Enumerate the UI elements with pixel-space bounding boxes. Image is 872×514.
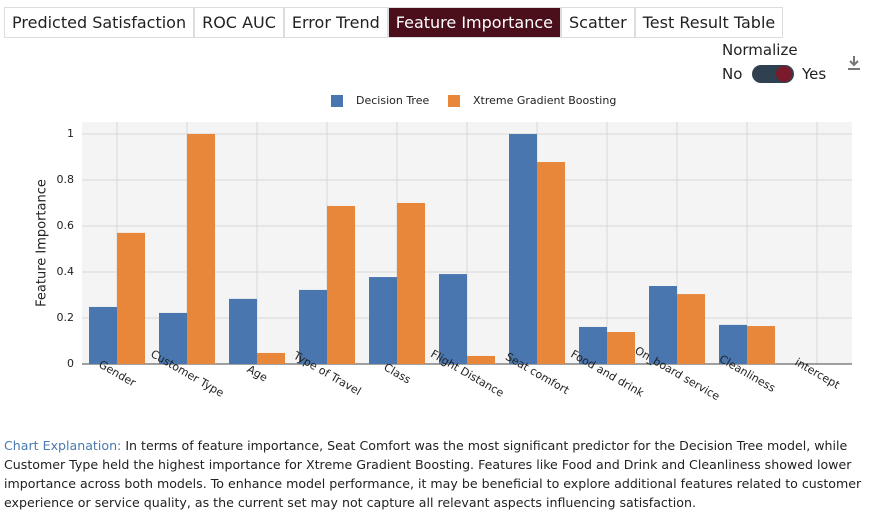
chart-explanation: Chart Explanation: In terms of feature i… (4, 436, 866, 512)
legend-label: Xtreme Gradient Boosting (473, 94, 616, 107)
bar (439, 274, 467, 364)
y-tick-label: 0.8 (57, 173, 75, 186)
normalize-off-label: No (722, 65, 743, 83)
legend-swatch (448, 95, 460, 107)
tab[interactable]: Scatter (561, 7, 635, 38)
y-tick-label: 0.2 (57, 311, 75, 324)
legend-swatch (331, 95, 343, 107)
bar (467, 355, 495, 364)
y-tick-label: 0 (67, 357, 74, 370)
normalize-label: Normalize (722, 41, 798, 59)
bar (369, 277, 397, 364)
y-tick-label: 0.6 (57, 219, 75, 232)
bar (649, 286, 677, 364)
bar (89, 306, 117, 364)
bar (509, 133, 537, 364)
bar (719, 324, 747, 364)
bar (229, 298, 257, 364)
tab-bar: Predicted Satisfaction ROC AUC Error Trend… (4, 7, 784, 38)
tab[interactable]: ROC AUC (194, 7, 284, 38)
x-tick-label: Age (245, 363, 270, 385)
y-tick-label: 1 (67, 127, 74, 140)
normalize-toggle[interactable] (752, 65, 794, 83)
bar (187, 133, 215, 364)
bar (117, 232, 145, 364)
explanation-text: In terms of feature importance, Seat Com… (4, 438, 862, 510)
bar (677, 294, 705, 364)
bar (579, 326, 607, 364)
download-button[interactable] (847, 55, 861, 71)
legend-label: Decision Tree (356, 94, 429, 107)
bar (397, 202, 425, 364)
y-tick-label: 0.4 (57, 265, 75, 278)
bar (159, 312, 187, 364)
bar (299, 289, 327, 364)
tab[interactable]: Error Trend (283, 7, 388, 38)
normalize-on-label: Yes (802, 65, 827, 83)
bar (327, 205, 355, 364)
tab[interactable]: Predicted Satisfaction (4, 7, 195, 38)
bar (537, 162, 565, 364)
bar (257, 352, 285, 364)
y-axis-title: Feature Importance (35, 179, 50, 307)
bar (607, 332, 635, 364)
tab[interactable]: Test Result Table (634, 7, 784, 38)
bar (747, 326, 775, 364)
explanation-label: Chart Explanation: (4, 438, 122, 453)
x-tick-label: Class (381, 361, 413, 387)
tab[interactable]: Feature Importance (387, 7, 561, 38)
